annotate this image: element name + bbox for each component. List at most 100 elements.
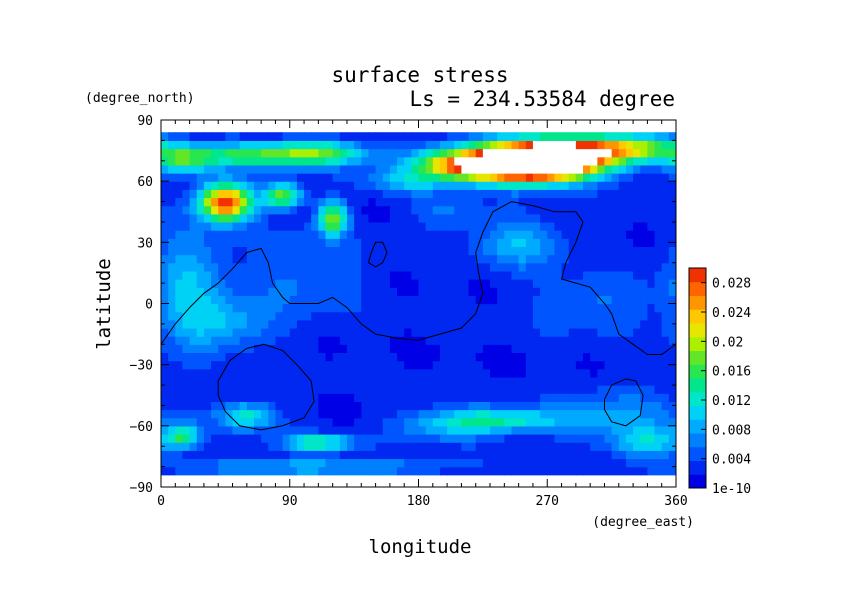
heatmap-cell [425, 311, 434, 321]
heatmap-cell [346, 230, 355, 239]
heatmap-cell [168, 319, 176, 329]
heatmap-cell [168, 433, 176, 443]
heatmap-cell [218, 132, 226, 141]
heatmap-cell [332, 425, 341, 435]
heatmap-cell [282, 409, 291, 419]
heatmap-cell [633, 385, 641, 394]
heatmap-cell [397, 189, 405, 199]
heatmap-cell [633, 327, 641, 337]
heatmap-cell [540, 352, 548, 362]
heatmap-cell [404, 230, 412, 239]
heatmap-cell [225, 409, 234, 419]
heatmap-cell [568, 311, 577, 321]
heatmap-cell [175, 140, 184, 150]
heatmap-cell [232, 327, 241, 337]
heatmap-cell [225, 270, 234, 280]
heatmap-cell [439, 376, 448, 386]
heatmap-cell [461, 197, 470, 207]
heatmap-cell [468, 327, 477, 337]
heatmap-cell [368, 164, 377, 174]
heatmap-cell [218, 433, 226, 443]
heatmap-cell [225, 238, 234, 248]
heatmap-cell [447, 246, 455, 256]
heatmap-cell [661, 352, 670, 362]
heatmap-cell [590, 254, 598, 264]
heatmap-cell [275, 376, 284, 386]
heatmap-cell [611, 189, 620, 199]
heatmap-cell [289, 213, 298, 223]
heatmap-cell [218, 221, 226, 231]
heatmap-cell [354, 270, 362, 280]
heatmap-cell [232, 409, 241, 419]
heatmap-cell [475, 197, 484, 207]
heatmap-cell [518, 238, 527, 248]
heatmap-cell [311, 360, 319, 370]
heatmap-cell [389, 287, 398, 296]
heatmap-cell [268, 173, 277, 182]
heatmap-cell [411, 140, 420, 150]
heatmap-cell [332, 393, 341, 402]
heatmap-cell [168, 336, 176, 345]
heatmap-cell [239, 327, 248, 337]
heatmap-cell [475, 401, 484, 411]
heatmap-cell [411, 197, 420, 207]
heatmap-cell [425, 140, 434, 150]
heatmap-cell [604, 336, 613, 345]
heatmap-cell [203, 230, 212, 239]
heatmap-cell [475, 189, 484, 199]
heatmap-cell [211, 401, 219, 411]
heatmap-cell [625, 336, 634, 345]
heatmap-cell [604, 197, 613, 207]
heatmap-cell [504, 336, 513, 345]
heatmap-cell [411, 213, 420, 223]
heatmap-cell [368, 140, 377, 150]
heatmap-cell [618, 270, 627, 280]
heatmap-cell [425, 360, 434, 370]
heatmap-cell [261, 230, 269, 239]
heatmap-cell [318, 425, 327, 435]
heatmap-cell [454, 368, 463, 378]
heatmap-cell [411, 393, 420, 402]
heatmap-cell [203, 319, 212, 329]
heatmap-cell [654, 230, 663, 239]
heatmap-cell [525, 360, 534, 370]
heatmap-cell [175, 458, 184, 468]
heatmap-cell [211, 295, 219, 305]
heatmap-cell [583, 205, 591, 215]
heatmap-cell [361, 173, 370, 182]
heatmap-cell [332, 433, 341, 443]
heatmap-cell [511, 311, 520, 321]
heatmap-cell [346, 352, 355, 362]
heatmap-cell [332, 417, 341, 427]
heatmap-cell [275, 417, 284, 427]
heatmap-cell [332, 140, 341, 150]
heatmap-cell [389, 385, 398, 394]
heatmap-cell [654, 393, 663, 402]
heatmap-cell [554, 376, 563, 386]
heatmap-cell [482, 132, 491, 141]
heatmap-cell [218, 311, 226, 321]
heatmap-cell [339, 368, 348, 378]
heatmap-cell [182, 156, 191, 166]
heatmap-cell [168, 458, 176, 468]
heatmap-cell [618, 238, 627, 248]
heatmap-cell [232, 442, 241, 451]
heatmap-cell [325, 189, 334, 199]
heatmap-cell [232, 197, 241, 207]
heatmap-cell [318, 221, 327, 231]
heatmap-cell [604, 376, 613, 386]
y-units-label: (degree_north) [85, 91, 195, 106]
heatmap-cell [246, 442, 255, 451]
heatmap-cell [618, 393, 627, 402]
heatmap-cell [311, 295, 319, 305]
heatmap-cell [368, 393, 377, 402]
heatmap-cell [561, 295, 570, 305]
heatmap-cell [625, 442, 634, 451]
heatmap-cell [575, 221, 584, 231]
heatmap-cell [633, 433, 641, 443]
heatmap-cell [618, 368, 627, 378]
heatmap-cell [311, 287, 319, 296]
heatmap-cell [540, 173, 548, 182]
heatmap-cell [211, 344, 219, 354]
